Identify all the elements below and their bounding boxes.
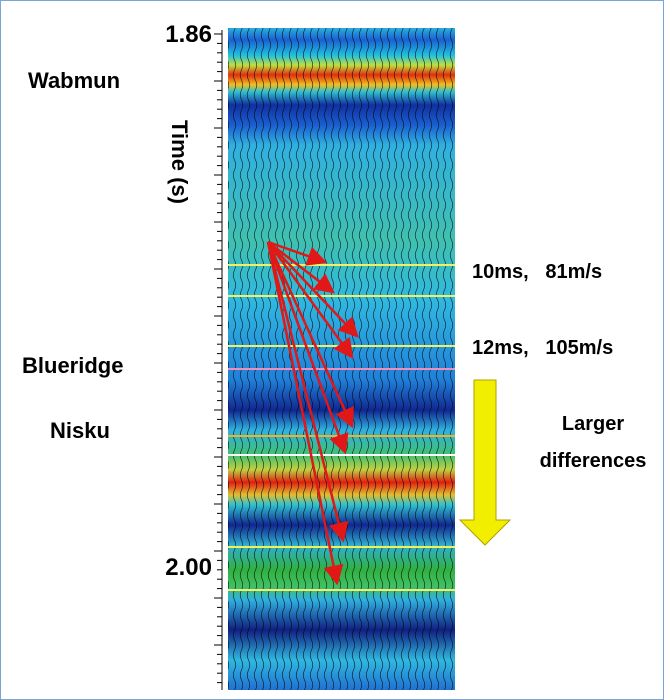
trend-label: differences <box>540 450 647 472</box>
horizon-label: Blueridge <box>22 353 123 378</box>
horizon-label: Nisku <box>50 418 110 443</box>
figure: 1.86 2.00 Time (s) Wabmun Blueridge Nisk… <box>0 0 664 700</box>
seismic-figure: 1.86 2.00 Time (s) Wabmun Blueridge Nisk… <box>0 0 664 700</box>
trend-label: Larger <box>562 413 624 435</box>
bottom-time-label: 2.00 <box>165 554 212 581</box>
axis-title: Time (s) <box>167 120 192 204</box>
annotation: 12ms, 105m/s <box>472 337 613 359</box>
annotation: 10ms, 81m/s <box>472 261 602 283</box>
horizon-label: Wabmun <box>28 68 120 93</box>
top-time-label: 1.86 <box>165 21 212 48</box>
